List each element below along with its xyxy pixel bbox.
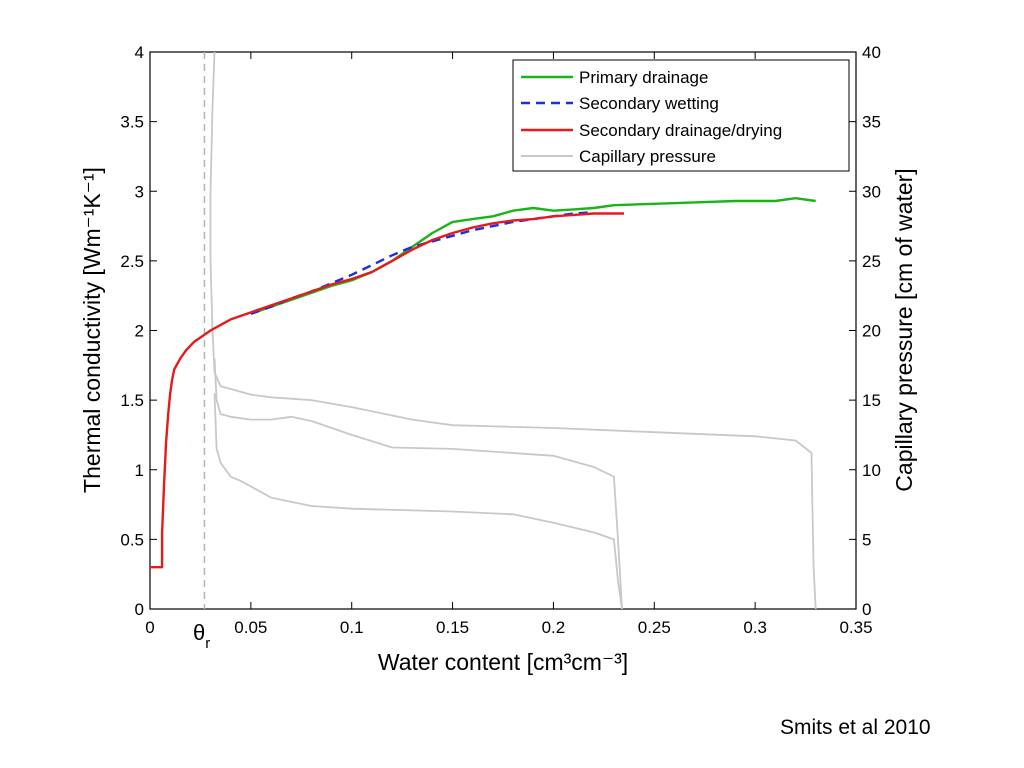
source-credit: Smits et al 2010 [780,716,931,739]
y-left-tick-label-4: 2 [135,322,144,341]
legend-label-capillary-pressure: Capillary pressure [579,147,716,166]
x-tick-label-3: 0.15 [436,618,469,637]
series-line-5 [213,393,623,610]
y-right-tick-label-4: 20 [862,322,881,341]
x-tick-label-1: 0.05 [234,618,267,637]
legend-label-primary-drainage: Primary drainage [579,68,708,87]
y-right-tick-labels: 0 5 10 15 20 25 30 35 40 [862,43,881,619]
y-left-tick-label-5: 2.5 [120,252,144,271]
y-right-tick-label-6: 30 [862,182,881,201]
x-tick-labels: 0 0.05 0.1 0.15 0.2 0.25 0.3 0.35 [145,618,872,637]
y-left-tick-label-6: 3 [135,182,144,201]
series-line-3 [209,51,817,610]
y-left-tick-label-2: 1 [135,461,144,480]
x-tick-label-4: 0.2 [542,618,566,637]
y-right-axis-title: Capillary pressure [cm of water] [891,168,917,491]
series-line-2 [150,212,624,569]
y-right-tick-label-0: 0 [862,600,871,619]
legend-label-secondary-wetting: Secondary wetting [579,94,719,113]
legend: Primary drainage Secondary wetting Secon… [512,59,850,172]
y-right-tick-label-5: 25 [862,252,881,271]
x-tick-label-0: 0 [145,618,154,637]
legend-label-secondary-drainage: Secondary drainage/drying [579,121,782,140]
theta-r-subscript: r [205,635,210,652]
y-left-tick-label-1: 0.5 [120,530,144,549]
y-right-tick-label-7: 35 [862,113,881,132]
y-right-tick-label-3: 15 [862,391,881,410]
y-left-tick-label-7: 3.5 [120,113,144,132]
y-left-tick-label-8: 4 [135,43,144,62]
y-left-axis-title: Thermal conductivity [Wm⁻¹K⁻¹] [79,167,105,493]
theta-r-label: θr [193,620,210,652]
y-left-tick-label-3: 1.5 [120,391,144,410]
series-line-4 [213,358,623,610]
x-tick-label-2: 0.1 [340,618,364,637]
y-right-tick-label-1: 5 [862,530,871,549]
y-right-tick-label-8: 40 [862,43,881,62]
y-right-tick-label-2: 10 [862,461,881,480]
y-left-tick-labels: 0 0.5 1 1.5 2 2.5 3 3.5 4 [120,43,144,619]
series-layer [150,51,817,610]
x-tick-label-5: 0.25 [638,618,671,637]
axis-ticks [149,51,857,610]
series-line-1 [250,210,594,315]
series-line-0 [250,196,816,315]
legend-box [512,59,850,172]
x-tick-label-7: 0.35 [839,618,872,637]
x-tick-label-6: 0.3 [743,618,767,637]
y-left-tick-label-0: 0 [135,600,144,619]
x-axis-title: Water content [cm³cm⁻³] [378,649,628,675]
